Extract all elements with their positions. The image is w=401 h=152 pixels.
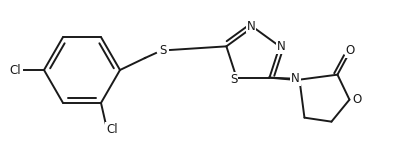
Text: Cl: Cl (106, 123, 118, 136)
Text: O: O (353, 93, 362, 106)
Text: S: S (159, 43, 167, 57)
Text: N: N (277, 40, 286, 53)
Text: N: N (247, 19, 255, 33)
Text: O: O (346, 44, 355, 57)
Text: Cl: Cl (9, 64, 21, 76)
Text: S: S (230, 73, 237, 86)
Text: N: N (291, 72, 300, 85)
